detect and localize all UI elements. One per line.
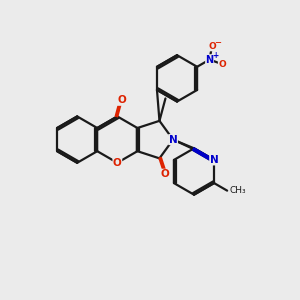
- Text: CH₃: CH₃: [230, 186, 246, 195]
- Text: N: N: [169, 135, 178, 145]
- Text: N: N: [206, 55, 214, 64]
- Text: O: O: [208, 42, 216, 51]
- Text: O: O: [117, 95, 126, 105]
- Text: O: O: [218, 60, 226, 69]
- Text: N: N: [210, 155, 218, 165]
- Text: O: O: [160, 169, 169, 179]
- Text: O: O: [113, 158, 122, 168]
- Text: +: +: [212, 51, 218, 60]
- Text: −: −: [214, 38, 221, 47]
